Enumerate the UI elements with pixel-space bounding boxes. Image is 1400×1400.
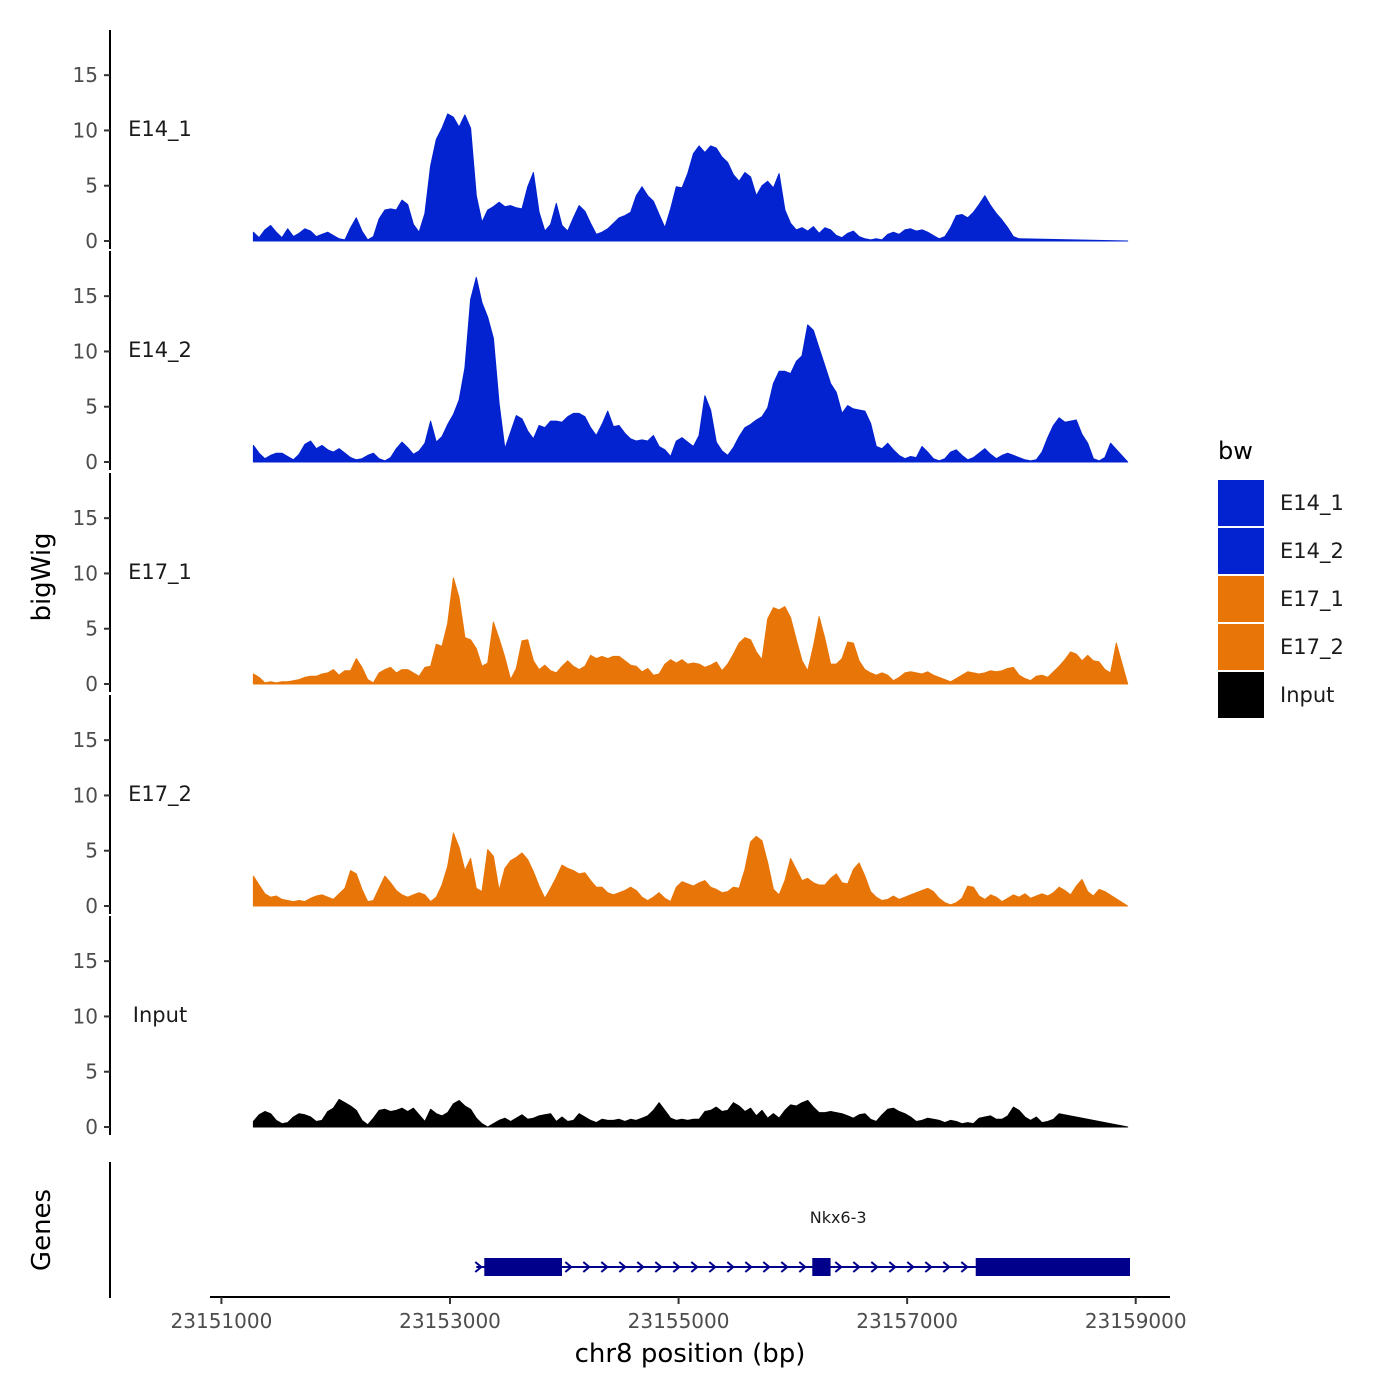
strand-arrow-icon (888, 1261, 897, 1273)
strand-arrow-icon (798, 1261, 807, 1273)
track-label: E17_2 (128, 782, 192, 807)
strand-arrow-icon (582, 1261, 591, 1273)
signal-area (252, 577, 1129, 685)
track-e14-1: 0 5 10 15 E14_1 (73, 30, 1129, 253)
y-tick-label: 0 (85, 1115, 98, 1139)
signal-area (252, 276, 1129, 463)
y-tick-label: 15 (73, 506, 98, 530)
track-e17-1: 0 5 10 15 E17_1 (73, 473, 1129, 696)
strand-arrow-icon (726, 1261, 735, 1273)
legend-swatch (1218, 528, 1264, 574)
y-tick-label: 10 (73, 783, 98, 807)
y-tick-label: 5 (85, 617, 98, 641)
strand-arrow-icon (600, 1261, 609, 1273)
x-axis-title: chr8 position (bp) (575, 1339, 806, 1369)
gene-nkx6-3: Nkx6-3 (474, 1208, 1130, 1276)
track-input: 0 5 10 15 Input (73, 916, 1129, 1139)
strand-arrow-icon (744, 1261, 753, 1273)
gene-exon (484, 1258, 562, 1276)
track-label: E17_1 (128, 560, 192, 585)
legend-label: Input (1280, 683, 1334, 707)
track-label: E14_1 (128, 117, 192, 142)
y-tick-label: 15 (73, 284, 98, 308)
x-tick-label: 23153000 (399, 1309, 501, 1333)
strand-arrow-icon (654, 1261, 663, 1273)
genes-axis-title: Genes (27, 1189, 57, 1271)
track-e14-2: 0 5 10 15 E14_2 (73, 251, 1129, 474)
y-tick-label: 0 (85, 229, 98, 253)
y-tick-label: 15 (73, 63, 98, 87)
legend-label: E14_2 (1280, 539, 1344, 564)
legend-label: E17_2 (1280, 635, 1344, 660)
x-tick-label: 23155000 (628, 1309, 730, 1333)
strand-arrow-icon (834, 1261, 843, 1273)
strand-arrow-icon (942, 1261, 951, 1273)
tracks: 0 5 10 15 E14_1 0 5 10 15 E14_2 0 5 10 15 E17_1 0 5 10 15 E… (73, 30, 1129, 1139)
signal-area (252, 832, 1129, 907)
x-tick-label: 23159000 (1085, 1309, 1187, 1333)
y-tick-label: 5 (85, 839, 98, 863)
legend-label: E14_1 (1280, 491, 1344, 516)
track-label: E14_2 (128, 338, 192, 363)
legend-label: E17_1 (1280, 587, 1344, 612)
gene-track: Nkx6-3 (109, 1162, 1130, 1298)
x-tick-label: 23151000 (171, 1309, 273, 1333)
strand-arrow-icon (906, 1261, 915, 1273)
strand-arrow-icon (924, 1261, 933, 1273)
y-tick-label: 0 (85, 894, 98, 918)
y-tick-label: 0 (85, 672, 98, 696)
y-tick-label: 0 (85, 450, 98, 474)
y-tick-label: 5 (85, 174, 98, 198)
strand-arrow-icon (564, 1261, 573, 1273)
y-tick-label: 10 (73, 1004, 98, 1028)
x-axis: 23151000 23153000 23155000 23157000 23159000 (171, 1296, 1187, 1333)
y-tick-label: 10 (73, 339, 98, 363)
gene-exon (975, 1258, 1130, 1276)
strand-arrow-icon (870, 1261, 879, 1273)
legend-title: bw (1218, 437, 1253, 465)
legend-swatch (1218, 576, 1264, 622)
track-e17-2: 0 5 10 15 E17_2 (73, 695, 1129, 918)
strand-arrow-icon (690, 1261, 699, 1273)
strand-arrow-icon (762, 1261, 771, 1273)
y-axis-title: bigWig (27, 532, 57, 621)
signal-area (252, 113, 1129, 242)
y-tick-label: 10 (73, 118, 98, 142)
x-tick-label: 23157000 (856, 1309, 958, 1333)
strand-arrow-icon (852, 1261, 861, 1273)
strand-arrow-icon (708, 1261, 717, 1273)
y-tick-label: 5 (85, 395, 98, 419)
legend-swatch (1218, 480, 1264, 526)
legend-swatch (1218, 624, 1264, 670)
gene-label: Nkx6-3 (810, 1208, 867, 1227)
strand-arrow-icon (672, 1261, 681, 1273)
strand-arrow-icon (960, 1261, 969, 1273)
signal-area (252, 1098, 1129, 1128)
legend-swatch (1218, 672, 1264, 718)
track-label: Input (133, 1003, 187, 1027)
strand-arrow-icon (636, 1261, 645, 1273)
gene-exon (812, 1258, 831, 1276)
strand-arrow-icon (780, 1261, 789, 1273)
y-tick-label: 15 (73, 949, 98, 973)
strand-arrow-icon (618, 1261, 627, 1273)
y-tick-label: 5 (85, 1060, 98, 1084)
legend: bw E14_1 E14_2 E17_1 E17_2 Input (1218, 437, 1344, 718)
y-tick-label: 10 (73, 561, 98, 585)
y-tick-label: 15 (73, 728, 98, 752)
strand-arrow-icon (474, 1261, 483, 1273)
